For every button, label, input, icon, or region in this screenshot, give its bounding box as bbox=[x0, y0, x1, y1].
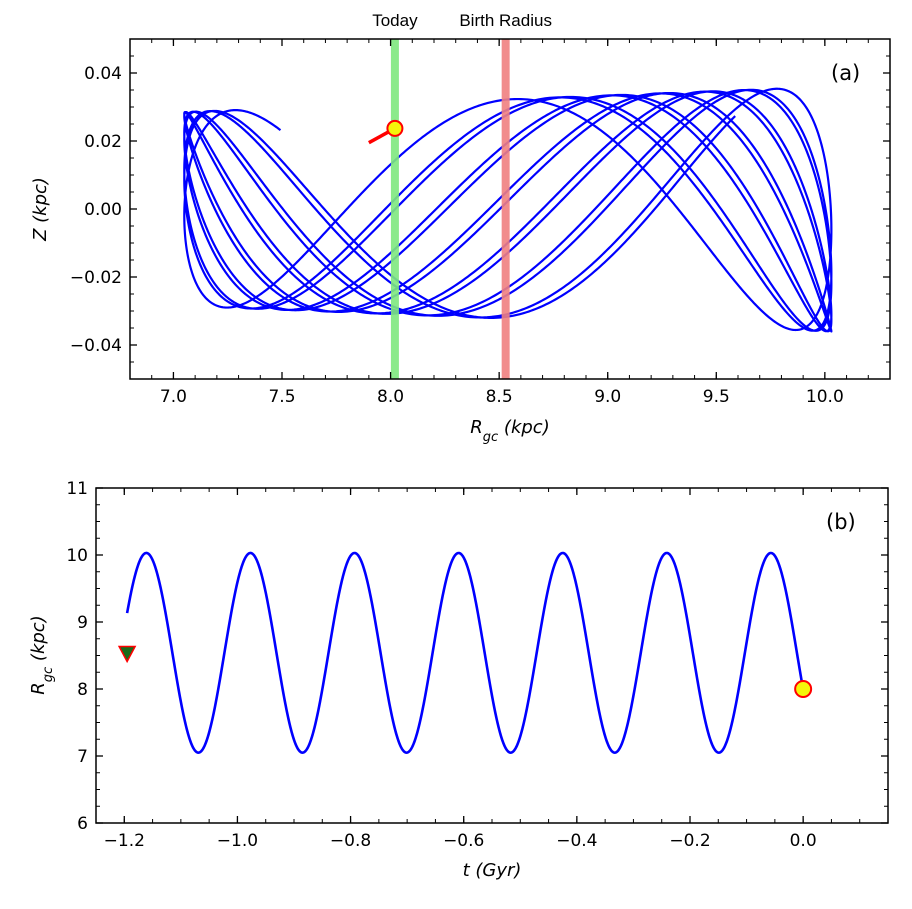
today-label: Today bbox=[372, 11, 418, 30]
panel-a-label: (a) bbox=[831, 61, 860, 85]
x-tick-label: 8.5 bbox=[486, 387, 513, 407]
current-position-point bbox=[386, 119, 404, 137]
x-tick-label: −0.8 bbox=[330, 831, 371, 851]
panel-b-label: (b) bbox=[826, 510, 856, 534]
y-tick-label: 11 bbox=[66, 479, 88, 499]
x-tick-label: −1.2 bbox=[104, 831, 145, 851]
y-tick-label: 0.02 bbox=[84, 132, 122, 152]
x-tick-label: 9.0 bbox=[594, 387, 621, 407]
y-tick-label: 8 bbox=[77, 680, 88, 700]
panel-a: Today Birth Radius 7.0 7.5 8.0 8.5 9.0 9.5 10.0 −… bbox=[30, 11, 891, 445]
start-triangle-marker bbox=[117, 645, 137, 664]
x-tick-label: −1.0 bbox=[217, 831, 258, 851]
x-tick-label: 8.0 bbox=[377, 387, 404, 407]
x-tick-label: 9.5 bbox=[703, 387, 730, 407]
radius-time-line bbox=[125, 551, 805, 754]
y-tick-label: 7 bbox=[77, 747, 88, 767]
x-tick-label: −0.4 bbox=[556, 831, 597, 851]
y-tick-label: 9 bbox=[77, 613, 88, 633]
x-tick-label: 10.0 bbox=[806, 387, 844, 407]
y-tick-label: 0.04 bbox=[84, 64, 122, 84]
y-tick-label: −0.02 bbox=[70, 268, 122, 288]
x-tick-label: 0.0 bbox=[790, 831, 817, 851]
orbit-line bbox=[183, 87, 833, 333]
y-tick-label: −0.04 bbox=[70, 336, 122, 356]
x-tick-label: 7.5 bbox=[268, 387, 295, 407]
present-day-marker bbox=[794, 680, 813, 698]
panel-b-frame bbox=[95, 487, 889, 824]
panel-a-ylabel: Z (kpc) bbox=[30, 177, 51, 242]
y-tick-label: 0.00 bbox=[84, 200, 122, 220]
x-tick-label: 7.0 bbox=[160, 387, 187, 407]
panel-a-frame bbox=[129, 38, 891, 380]
panel-b-xlabel: t (Gyr) bbox=[463, 860, 522, 881]
y-tick-label: 6 bbox=[77, 814, 88, 834]
y-tick-label: 10 bbox=[66, 546, 88, 566]
birth-radius-label: Birth Radius bbox=[459, 11, 552, 30]
panel-a-xlabel: Rgc (kpc) bbox=[470, 417, 549, 445]
x-tick-label: −0.6 bbox=[443, 831, 484, 851]
panel-b-ylabel: Rgc (kpc) bbox=[28, 615, 56, 694]
x-tick-label: −0.2 bbox=[669, 831, 710, 851]
